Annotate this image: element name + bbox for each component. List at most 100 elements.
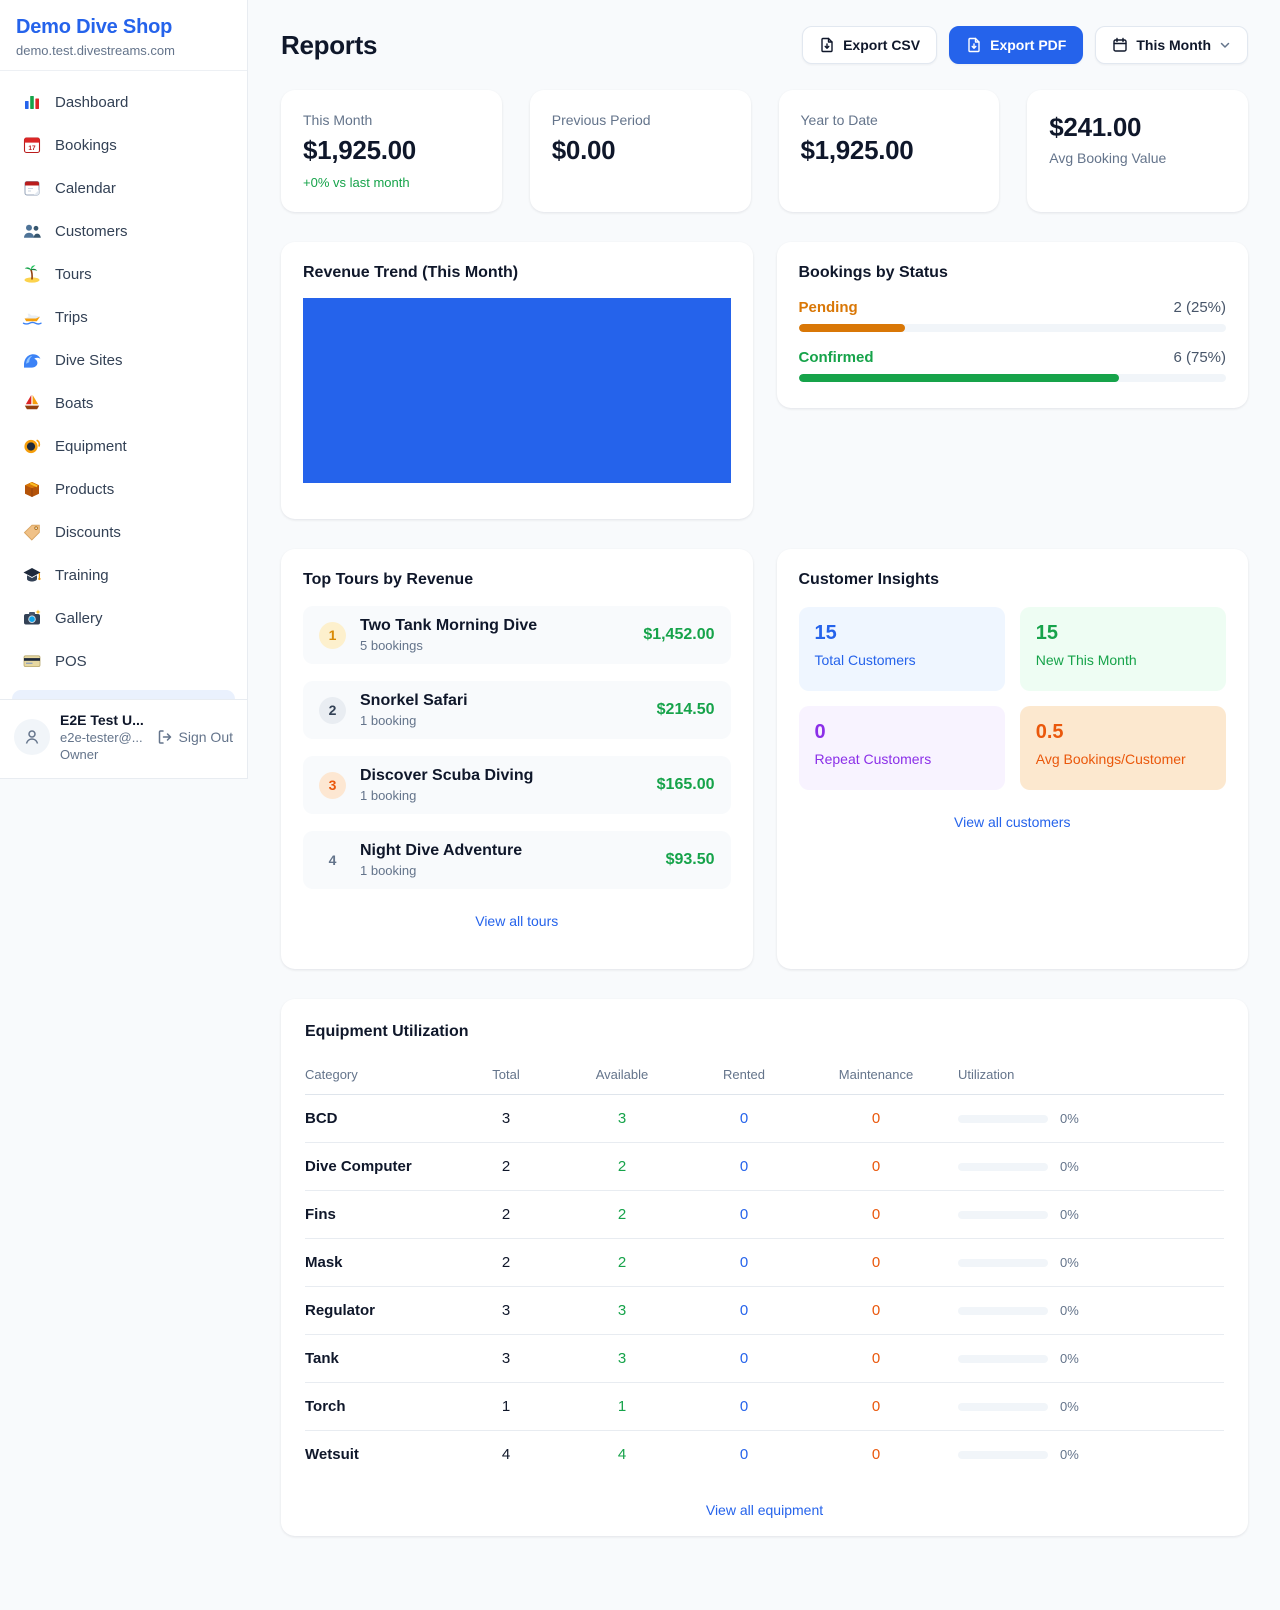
rented-cell: 0 (739, 1446, 749, 1463)
tile-value: 0.5 (1035, 721, 1064, 743)
stat-value: $241.00 (1049, 112, 1142, 142)
sidebar-item-discounts[interactable]: Discounts (12, 513, 235, 551)
svg-text:17: 17 (28, 145, 36, 152)
sidebar-item-label: Dashboard (55, 93, 129, 111)
status-progress-track (798, 324, 1226, 332)
stat-value: $1,925.00 (303, 135, 416, 165)
pos-icon (23, 655, 41, 668)
status-progress-fill (798, 324, 906, 332)
revenue-trend-title: Revenue Trend (This Month) (303, 264, 519, 281)
stat-label: Year to Date (800, 112, 878, 128)
calendar-icon (1113, 37, 1128, 52)
total-cell: 3 (454, 1334, 558, 1383)
sidebar-item-calendar[interactable]: Calendar (12, 169, 235, 207)
total-cell: 2 (454, 1238, 558, 1287)
total-cell: 4 (501, 1446, 511, 1463)
stat-card-previous-period: Previous Period $0.00 (529, 90, 751, 212)
utilization-bar (958, 1402, 1048, 1411)
export-csv-button[interactable]: Export CSV (802, 26, 938, 64)
tour-revenue: $93.50 (665, 851, 715, 868)
sidebar-item-training[interactable]: Training (12, 556, 235, 594)
stats-row: This Month $1,925.00 +0% vs last month P… (281, 90, 1248, 212)
insight-tile-repeat-customers: 0 Repeat Customers (798, 706, 1005, 790)
sign-out-icon (158, 730, 171, 744)
sidebar-item-bookings[interactable]: 17 Bookings (12, 126, 235, 164)
tile-value: 15 (1035, 622, 1058, 644)
period-dropdown[interactable]: This Month (1095, 26, 1248, 64)
category-cell: Dive Computer (305, 1142, 454, 1191)
sidebar-item-label: Equipment (55, 437, 127, 455)
view-all-customers-link[interactable]: View all customers (954, 814, 1071, 830)
column-header-available: Available (558, 1057, 686, 1095)
total-cell: 2 (454, 1190, 558, 1239)
sidebar: Demo Dive Shop demo.test.divestreams.com… (0, 0, 248, 779)
table-row: BCD 3 3 0 0 0% (305, 1094, 1224, 1143)
tour-row: 4 Night Dive Adventure 1 booking $93.50 (303, 831, 731, 889)
column-header-rented: Rented (686, 1057, 802, 1095)
sidebar-item-reports-active[interactable] (12, 690, 235, 699)
main-content: Reports Export CSV Export PDF This Month (248, 0, 1280, 1576)
tour-row: 3 Discover Scuba Diving 1 booking $165.0… (303, 756, 731, 814)
stat-value: $1,925.00 (800, 135, 914, 165)
insight-tile-total-customers: 15 Total Customers (798, 607, 1005, 691)
tour-row: 1 Two Tank Morning Dive 5 bookings $1,45… (303, 606, 731, 664)
sidebar-item-tours[interactable]: Tours (12, 255, 235, 293)
customer-insights-card: Customer Insights 15 Total Customers 15 … (776, 549, 1248, 969)
stat-card-year-to-date: Year to Date $1,925.00 (778, 90, 1000, 212)
equipment-table: Category Total Available Rented Maintena… (305, 1057, 1224, 1478)
sidebar-item-boats[interactable]: Boats (12, 384, 235, 422)
page-header: Reports Export CSV Export PDF This Month (281, 26, 1248, 64)
rank-badge: 4 (328, 852, 337, 868)
tile-value: 15 (814, 622, 837, 644)
sidebar-item-label: Discounts (55, 523, 121, 541)
top-tours-title: Top Tours by Revenue (303, 571, 474, 588)
user-name: E2E Test U... (60, 712, 144, 728)
available-cell: 2 (558, 1190, 686, 1239)
rented-cell: 0 (686, 1094, 802, 1143)
available-cell: 2 (558, 1238, 686, 1287)
sidebar-item-dashboard[interactable]: Dashboard (12, 83, 235, 121)
tours-icon (24, 265, 40, 283)
chevron-down-icon (1220, 42, 1230, 48)
top-tours-card: Top Tours by Revenue 1 Two Tank Morning … (281, 549, 753, 969)
utilization-cell: 0% (950, 1094, 1224, 1143)
sidebar-item-label: Trips (55, 308, 88, 326)
column-header-category: Category (305, 1057, 454, 1095)
training-icon (23, 568, 41, 582)
maintenance-cell: 0 (802, 1238, 950, 1287)
bookings-by-status-card: Bookings by Status Pending 2 (25%) Confi… (776, 242, 1248, 408)
rank-badge: 3 (319, 771, 346, 799)
user-role: Owner (60, 747, 99, 762)
avatar (14, 719, 50, 755)
export-pdf-button[interactable]: Export PDF (949, 26, 1084, 64)
utilization-bar (958, 1354, 1048, 1363)
view-all-tours-link[interactable]: View all tours (475, 913, 559, 929)
brand-name[interactable]: Demo Dive Shop (16, 16, 173, 38)
status-label: Confirmed (798, 349, 874, 366)
sidebar-item-trips[interactable]: Trips (12, 298, 235, 336)
export-csv-label: Export CSV (843, 37, 921, 53)
stat-label: This Month (303, 112, 373, 128)
sidebar-item-dive-sites[interactable]: Dive Sites (12, 341, 235, 379)
sign-out-button[interactable]: Sign Out (157, 729, 233, 745)
utilization-cell: 0% (950, 1334, 1224, 1383)
available-cell: 2 (558, 1142, 686, 1191)
header-actions: Export CSV Export PDF This Month (802, 26, 1248, 64)
sidebar-item-pos[interactable]: POS (12, 642, 235, 680)
boats-icon (24, 395, 40, 410)
sidebar-item-equipment[interactable]: Equipment (12, 427, 235, 465)
tour-name: Discover Scuba Diving (360, 767, 534, 784)
sidebar-item-label: Customers (55, 222, 128, 240)
sidebar-item-customers[interactable]: Customers (12, 212, 235, 250)
status-progress-fill (798, 374, 1120, 382)
tour-bookings: 1 booking (360, 788, 417, 803)
sidebar-item-gallery[interactable]: Gallery (12, 599, 235, 637)
calendar-icon (24, 181, 40, 196)
person-icon (25, 730, 39, 744)
maintenance-cell: 0 (871, 1446, 881, 1463)
view-all-equipment-link[interactable]: View all equipment (705, 1502, 824, 1518)
sidebar-item-products[interactable]: Products (12, 470, 235, 508)
export-pdf-label: Export PDF (990, 37, 1067, 53)
equipment-icon (24, 439, 41, 454)
bookings-by-status-title: Bookings by Status (798, 264, 948, 281)
